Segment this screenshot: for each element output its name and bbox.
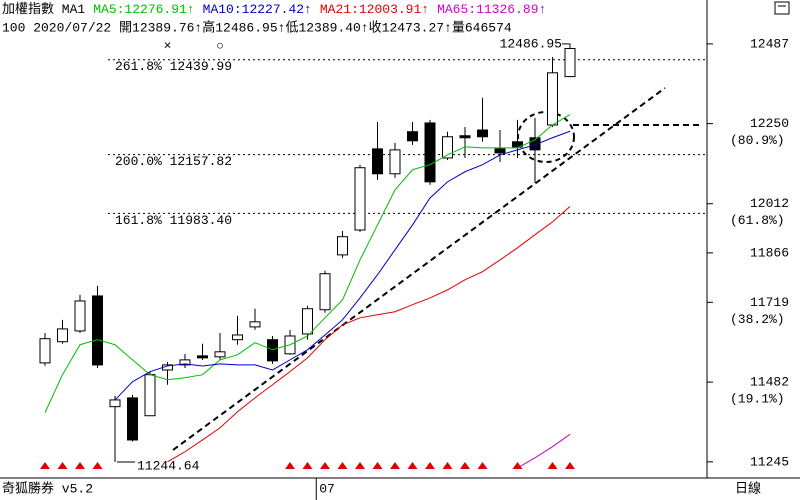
annotation: 12486.95	[500, 36, 562, 51]
signal-marker	[57, 462, 68, 469]
signal-marker	[565, 462, 575, 469]
footer-left: 奇狐勝券 v5.2	[2, 480, 93, 496]
legend-entry: MA21:12003.91↑	[320, 2, 429, 17]
candle-body	[494, 148, 506, 154]
candle-body	[529, 137, 541, 151]
annotation: 11244.64	[137, 458, 200, 473]
candle-body	[512, 141, 523, 148]
y-tick-sublabel: (19.1%)	[730, 392, 785, 407]
ma-line	[44, 114, 571, 413]
trend-line	[172, 87, 666, 451]
signal-marker	[285, 462, 295, 469]
candle-body	[232, 334, 243, 341]
signal-marker	[460, 462, 470, 469]
candle-body	[389, 149, 401, 175]
fib-label: 261.8% 12439.99	[115, 59, 232, 74]
candle-body	[477, 129, 488, 138]
legend-entry: MA5:12276.91↑	[93, 2, 194, 17]
y-tick-label: 11245	[750, 454, 789, 469]
candle-body	[127, 397, 138, 441]
signal-marker	[92, 462, 103, 469]
y-tick-sublabel: (61.8%)	[730, 213, 785, 228]
candle-body	[57, 328, 68, 343]
y-tick-sublabel: (80.9%)	[730, 133, 785, 148]
candle-body	[407, 131, 418, 142]
top-marker: ○	[216, 38, 224, 53]
candle-body	[372, 148, 383, 175]
candle-body	[547, 72, 558, 126]
y-tick-sublabel: (38.2%)	[730, 312, 785, 327]
ma-line	[114, 130, 571, 401]
signal-marker	[40, 462, 50, 469]
window-button[interactable]	[774, 1, 790, 15]
y-tick-label: 12012	[750, 196, 789, 211]
signal-marker	[407, 462, 418, 469]
ma-line	[517, 433, 571, 469]
signal-marker	[355, 462, 365, 469]
candle-body	[179, 359, 191, 366]
candle-body	[144, 374, 156, 417]
y-tick-label: 12250	[750, 116, 789, 131]
candle-body	[564, 47, 576, 78]
signal-marker	[390, 462, 400, 469]
candle-body	[424, 122, 436, 183]
candle-body	[442, 136, 453, 159]
signal-marker	[547, 462, 558, 469]
signal-marker	[512, 462, 523, 469]
candle-body	[354, 167, 366, 231]
ma-line	[167, 206, 571, 463]
signal-marker	[425, 462, 435, 469]
candle-body	[109, 399, 121, 408]
candle-body	[214, 351, 226, 358]
signal-marker	[477, 462, 488, 469]
signal-marker	[337, 462, 348, 469]
y-tick-label: 12487	[750, 36, 789, 51]
legend-entry: MA65:11326.89↑	[437, 2, 546, 17]
title: 加權指數 MA1	[2, 2, 85, 17]
info-line: 100 2020/07/22 開12389.76↑高12486.95↑低1238…	[2, 19, 512, 35]
header-line: 加權指數 MA1 MA5:12276.91↑ MA10:12227.42↑ MA21:…	[2, 2, 546, 17]
y-tick-label: 11482	[750, 375, 789, 390]
signal-marker	[75, 462, 85, 469]
fib-label: 200.0% 12157.82	[115, 154, 232, 169]
signal-marker	[442, 462, 453, 469]
top-marker: ×	[164, 38, 172, 53]
candle-body	[197, 355, 208, 359]
signal-marker	[372, 462, 383, 469]
x-tick-label: 07	[319, 481, 335, 496]
candle-body	[39, 338, 51, 364]
candle-body	[249, 321, 261, 328]
signal-marker	[302, 462, 313, 469]
signal-marker	[320, 462, 330, 469]
candle-body	[302, 308, 313, 335]
candle-body	[319, 273, 331, 311]
candle-body	[337, 236, 348, 256]
footer-right: 日線	[735, 480, 761, 496]
y-tick-label: 11866	[750, 245, 789, 260]
fib-label: 161.8% 11983.40	[115, 213, 232, 228]
candle-body	[74, 300, 86, 332]
legend-entry: MA10:12227.42↑	[203, 2, 312, 17]
candle-body	[92, 295, 103, 366]
candle-body	[459, 135, 471, 139]
y-tick-label: 11719	[750, 295, 789, 310]
